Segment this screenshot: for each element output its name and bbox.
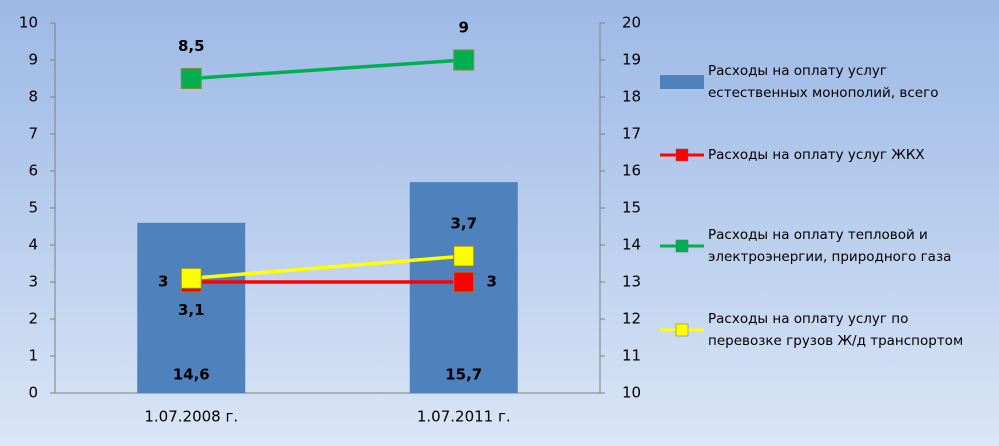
y2-tick-label: 15: [622, 199, 641, 217]
y-tick-label: 9: [28, 51, 38, 69]
y-tick-label: 0: [28, 384, 38, 402]
data-label: 3: [487, 273, 497, 291]
y2-tick-label: 16: [622, 162, 641, 180]
legend-swatch: [660, 75, 704, 89]
y-tick-label: 8: [28, 88, 38, 106]
y-tick-label: 7: [28, 125, 38, 143]
line-marker: [180, 267, 202, 289]
legend-label: Расходы на оплату тепловой и электроэнер…: [708, 227, 952, 265]
line-marker: [453, 271, 475, 293]
y2-tick-label: 18: [622, 88, 641, 106]
data-label: 3,1: [178, 301, 205, 319]
data-label: 15,7: [445, 366, 482, 384]
line-marker: [180, 68, 202, 89]
legend-label: Расходы на оплату услуг по перевозке гру…: [708, 311, 964, 349]
y-tick-label: 2: [28, 310, 38, 328]
legend-item: Расходы на оплату тепловой и электроэнер…: [660, 224, 976, 268]
data-label: 9: [459, 19, 469, 37]
legend-marker: [675, 239, 689, 253]
y2-tick-label: 14: [622, 236, 641, 254]
y-tick-label: 4: [28, 236, 38, 254]
legend-item: Расходы на оплату услуг ЖКХ: [660, 144, 976, 166]
x-tick-label: 1.07.2011 г.: [417, 408, 511, 426]
data-label: 8,5: [178, 37, 205, 55]
line-marker: [453, 49, 475, 71]
line: [191, 58, 464, 81]
x-tick-label: 1.07.2008 г.: [144, 408, 238, 426]
legend-icon: [660, 75, 704, 89]
legend-label: Расходы на оплату услуг ЖКХ: [708, 147, 925, 163]
y2-tick-label: 10: [622, 384, 641, 402]
legend-item: Расходы на оплату услуг по перевозке гру…: [660, 308, 976, 352]
data-label: 3: [158, 273, 168, 291]
y-tick-label: 6: [28, 162, 38, 180]
legend-item: Расходы на оплату услуг естественных мон…: [660, 60, 966, 104]
y-tick-label: 5: [28, 199, 38, 217]
legend-icon: [660, 148, 704, 162]
y2-tick-label: 11: [622, 347, 641, 365]
legend-marker: [675, 323, 689, 337]
legend-marker: [675, 148, 689, 162]
line: [191, 254, 464, 281]
data-label: 14,6: [173, 366, 210, 384]
y2-tick-label: 20: [622, 14, 641, 32]
y2-tick-label: 19: [622, 51, 641, 69]
bar: [137, 222, 246, 393]
data-label: 3,7: [450, 215, 477, 233]
y-tick-label: 10: [19, 14, 38, 32]
legend-icon: [660, 323, 704, 337]
y2-tick-label: 13: [622, 273, 641, 291]
y-tick-label: 3: [28, 273, 38, 291]
y2-tick-label: 17: [622, 125, 641, 143]
legend-icon: [660, 239, 704, 253]
y-tick-label: 1: [28, 347, 38, 365]
legend-label: Расходы на оплату услуг естественных мон…: [708, 63, 939, 101]
line-marker: [453, 245, 475, 267]
y2-tick-label: 12: [622, 310, 641, 328]
